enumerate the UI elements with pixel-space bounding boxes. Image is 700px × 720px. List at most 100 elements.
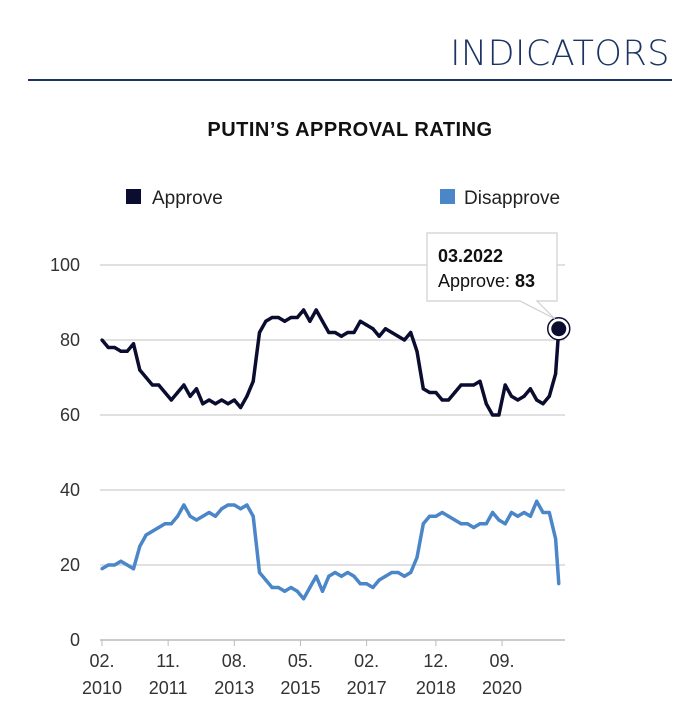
data-point-disapprove[interactable] bbox=[472, 525, 476, 530]
data-point-disapprove[interactable] bbox=[207, 510, 211, 515]
data-point-disapprove[interactable] bbox=[333, 570, 337, 575]
data-point-disapprove[interactable] bbox=[264, 578, 268, 582]
data-point-disapprove[interactable] bbox=[176, 514, 180, 518]
data-point-approve[interactable] bbox=[232, 398, 236, 402]
data-point-approve[interactable] bbox=[346, 330, 350, 335]
data-point-disapprove[interactable] bbox=[302, 597, 306, 601]
data-point-disapprove[interactable] bbox=[459, 522, 463, 526]
data-point-approve[interactable] bbox=[503, 383, 507, 387]
data-point-approve[interactable] bbox=[251, 379, 255, 383]
series-line-disapprove[interactable] bbox=[101, 499, 561, 601]
data-point-approve[interactable] bbox=[390, 330, 394, 335]
data-point-disapprove[interactable] bbox=[415, 555, 419, 560]
data-point-disapprove[interactable] bbox=[106, 563, 110, 567]
data-point-approve[interactable] bbox=[176, 390, 180, 395]
data-point-disapprove[interactable] bbox=[150, 529, 154, 533]
data-point-disapprove[interactable] bbox=[314, 574, 318, 578]
data-point-approve[interactable] bbox=[383, 327, 388, 331]
data-point-approve[interactable] bbox=[396, 334, 400, 338]
data-point-approve[interactable] bbox=[509, 394, 514, 398]
data-point-disapprove[interactable] bbox=[226, 503, 230, 507]
data-point-approve[interactable] bbox=[409, 330, 413, 335]
data-point-disapprove[interactable] bbox=[371, 585, 375, 590]
data-point-approve[interactable] bbox=[276, 315, 280, 320]
data-point-approve[interactable] bbox=[138, 368, 142, 372]
data-point-disapprove[interactable] bbox=[113, 563, 117, 567]
data-point-disapprove[interactable] bbox=[157, 525, 161, 530]
data-point-approve[interactable] bbox=[157, 383, 161, 387]
data-point-disapprove[interactable] bbox=[239, 507, 243, 511]
data-point-approve[interactable] bbox=[333, 330, 337, 335]
data-point-approve[interactable] bbox=[106, 345, 110, 350]
data-point-disapprove[interactable] bbox=[434, 514, 438, 518]
data-point-approve[interactable] bbox=[295, 315, 299, 320]
data-point-approve[interactable] bbox=[446, 398, 451, 402]
data-point-approve[interactable] bbox=[434, 390, 438, 395]
data-point-approve[interactable] bbox=[465, 383, 469, 387]
data-point-approve[interactable] bbox=[415, 349, 419, 353]
data-point-approve[interactable] bbox=[239, 405, 243, 410]
data-point-approve[interactable] bbox=[283, 319, 287, 323]
legend-swatch-disapprove[interactable] bbox=[440, 189, 455, 204]
data-point-disapprove[interactable] bbox=[478, 522, 482, 526]
legend-label-disapprove[interactable]: Disapprove bbox=[464, 188, 560, 209]
data-point-approve[interactable] bbox=[547, 394, 551, 398]
data-point-approve[interactable] bbox=[327, 330, 331, 335]
data-point-approve[interactable] bbox=[308, 319, 312, 323]
legend-label-approve[interactable]: Approve bbox=[152, 188, 223, 209]
data-point-disapprove[interactable] bbox=[440, 510, 444, 515]
data-point-approve[interactable] bbox=[125, 349, 129, 353]
data-point-approve[interactable] bbox=[472, 383, 476, 387]
data-point-approve[interactable] bbox=[478, 379, 482, 383]
data-point-disapprove[interactable] bbox=[232, 503, 236, 507]
data-point-approve[interactable] bbox=[194, 387, 199, 391]
data-point-disapprove[interactable] bbox=[295, 589, 299, 593]
data-point-approve[interactable] bbox=[484, 402, 488, 406]
data-point-disapprove[interactable] bbox=[497, 518, 501, 522]
data-point-approve[interactable] bbox=[257, 330, 262, 335]
data-point-disapprove[interactable] bbox=[509, 510, 514, 515]
data-point-approve[interactable] bbox=[516, 398, 520, 402]
data-point-disapprove[interactable] bbox=[289, 585, 293, 590]
data-point-approve[interactable] bbox=[459, 383, 463, 387]
data-point-disapprove[interactable] bbox=[541, 510, 545, 515]
data-point-approve[interactable] bbox=[245, 394, 249, 398]
data-point-disapprove[interactable] bbox=[446, 514, 451, 518]
data-point-disapprove[interactable] bbox=[484, 522, 488, 526]
data-point-disapprove[interactable] bbox=[138, 544, 142, 548]
data-point-approve[interactable] bbox=[188, 394, 192, 398]
data-point-approve[interactable] bbox=[119, 349, 123, 353]
data-point-approve[interactable] bbox=[339, 334, 343, 338]
data-point-approve[interactable] bbox=[421, 387, 425, 391]
data-point-approve[interactable] bbox=[428, 390, 432, 395]
data-point-approve[interactable] bbox=[352, 330, 356, 335]
data-point-approve[interactable] bbox=[270, 315, 274, 320]
data-point-disapprove[interactable] bbox=[377, 578, 381, 582]
data-point-disapprove[interactable] bbox=[409, 570, 413, 575]
data-point-disapprove[interactable] bbox=[516, 514, 520, 518]
data-point-disapprove[interactable] bbox=[327, 574, 331, 578]
data-point-disapprove[interactable] bbox=[283, 589, 287, 593]
data-point-approve[interactable] bbox=[371, 327, 375, 331]
data-point-approve[interactable] bbox=[226, 402, 230, 406]
data-point-disapprove[interactable] bbox=[213, 514, 217, 518]
data-point-approve[interactable] bbox=[365, 323, 369, 327]
data-point-approve[interactable] bbox=[453, 390, 457, 395]
data-point-disapprove[interactable] bbox=[125, 563, 129, 567]
data-point-disapprove[interactable] bbox=[182, 503, 186, 507]
data-point-disapprove[interactable] bbox=[194, 518, 199, 522]
data-point-disapprove[interactable] bbox=[220, 507, 224, 511]
data-point-disapprove[interactable] bbox=[503, 522, 507, 526]
data-point-approve[interactable] bbox=[213, 402, 217, 406]
data-point-disapprove[interactable] bbox=[402, 574, 406, 578]
data-point-disapprove[interactable] bbox=[491, 510, 495, 515]
data-point-disapprove[interactable] bbox=[119, 559, 123, 563]
data-point-disapprove[interactable] bbox=[428, 514, 432, 518]
data-point-disapprove[interactable] bbox=[465, 522, 469, 526]
data-point-disapprove[interactable] bbox=[169, 522, 173, 526]
data-point-disapprove[interactable] bbox=[365, 582, 369, 586]
data-point-disapprove[interactable] bbox=[245, 503, 249, 507]
data-point-disapprove[interactable] bbox=[346, 570, 350, 575]
data-point-disapprove[interactable] bbox=[339, 574, 343, 578]
data-point-disapprove[interactable] bbox=[131, 567, 136, 571]
